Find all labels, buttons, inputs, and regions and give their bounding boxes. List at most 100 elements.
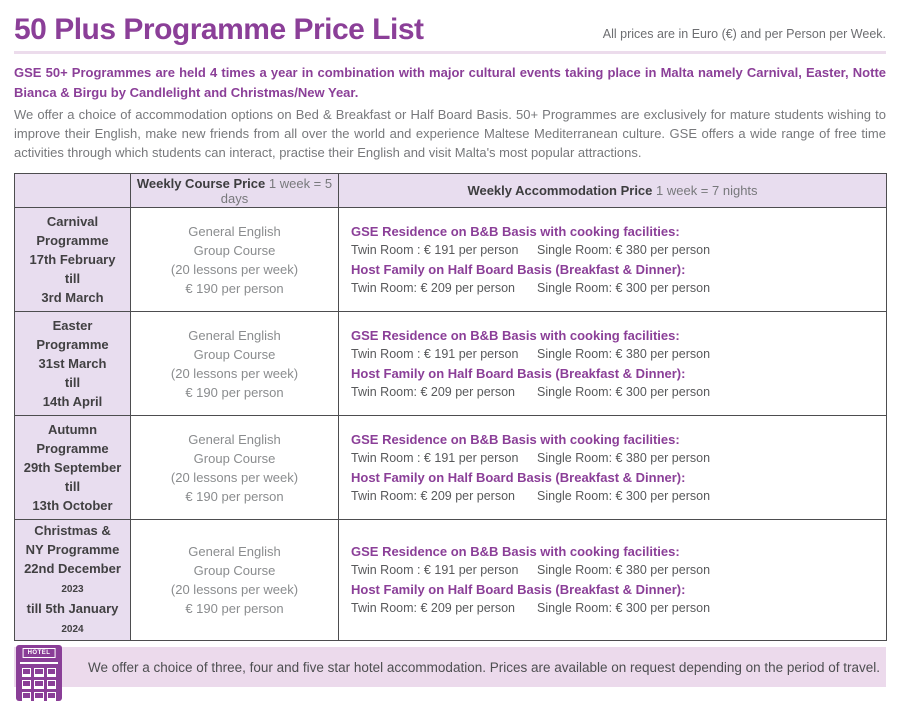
host-family-prices: Twin Room: € 209 per person Single Room: … xyxy=(351,599,885,618)
hotel-window xyxy=(46,680,56,689)
intro-bold-paragraph: GSE 50+ Programmes are held 4 times a ye… xyxy=(14,65,886,100)
programme-line-text: till xyxy=(64,375,81,390)
residence-twin-price: Twin Room : € 191 per person xyxy=(351,450,519,465)
programme-line: 29th September xyxy=(16,458,129,477)
course-cell: General English Group Course (20 lessons p… xyxy=(130,415,339,520)
document-header: 50 Plus Programme Price List All prices … xyxy=(14,0,886,46)
course-line: Group Course xyxy=(193,450,276,466)
hotel-icon-awning xyxy=(20,662,58,664)
course-line: (20 lessons per week) xyxy=(170,582,299,597)
programme-year: 2024 xyxy=(61,624,84,635)
host-family-single-price: Single Room: € 300 per person xyxy=(537,280,711,295)
document-page: 50 Plus Programme Price List All prices … xyxy=(14,0,887,641)
residence-heading: GSE Residence on B&B Basis with cooking … xyxy=(351,544,680,559)
residence-twin-price: Twin Room : € 191 per person xyxy=(351,346,519,361)
programme-line: Easter xyxy=(16,316,129,335)
table-row: Christmas & NY Programme 22nd December 202… xyxy=(14,519,887,641)
host-family-heading: Host Family on Half Board Basis (Breakfa… xyxy=(351,582,686,597)
table-corner-cell xyxy=(14,173,131,208)
programme-line-text: 22nd December xyxy=(24,561,121,576)
course-price-header: Weekly Course Price 1 week = 5 days xyxy=(130,173,339,208)
table-row: Easter Programme 31st March till 14th April G… xyxy=(14,311,887,416)
host-family-heading: Host Family on Half Board Basis (Breakfa… xyxy=(351,365,686,381)
page-title: 50 Plus Programme Price List xyxy=(14,13,424,46)
course-line: General English xyxy=(188,431,281,447)
programme-line-text: Autumn xyxy=(47,422,98,437)
course-cell: General English Group Course (20 lessons p… xyxy=(130,311,339,416)
programme-line-text: 13th October xyxy=(32,498,113,513)
accommodation-cell: GSE Residence on B&B Basis with cooking … xyxy=(338,311,887,416)
course-line: Group Course xyxy=(193,242,276,258)
hotel-footer-bar: HOTEL We offer a choice of three, four a… xyxy=(14,645,886,701)
accommodation-price-header-bold: Weekly Accommodation Price xyxy=(467,183,653,198)
programme-line: Programme xyxy=(16,231,129,250)
programme-line-text: Carnival xyxy=(46,214,99,229)
accommodation-price-header: Weekly Accommodation Price 1 week = 7 ni… xyxy=(338,173,887,208)
residence-single-price: Single Room: € 380 per person xyxy=(537,563,711,577)
programme-line-text: 29th September xyxy=(23,460,122,475)
programme-line: till 5th January 2024 xyxy=(16,599,129,639)
programme-line: NY Programme xyxy=(16,540,129,559)
host-family-twin-price: Twin Room: € 209 per person xyxy=(351,601,515,615)
programme-line-text: 31st March xyxy=(38,356,107,371)
residence-heading: GSE Residence on B&B Basis with cooking … xyxy=(351,327,680,343)
residence-heading: GSE Residence on B&B Basis with cooking … xyxy=(351,431,680,447)
course-price-header-bold: Weekly Course Price xyxy=(136,175,266,191)
table-row: Autumn Programme 29th September till 13th Oc… xyxy=(14,415,887,520)
host-family-heading: Host Family on Half Board Basis (Breakfa… xyxy=(351,261,686,277)
programme-line: Christmas & xyxy=(16,521,129,540)
programme-line: Carnival xyxy=(16,212,129,231)
host-family-prices: Twin Room: € 209 per person Single Room: … xyxy=(351,383,885,402)
residence-single-price: Single Room: € 380 per person xyxy=(537,450,711,465)
hotel-icon-sign: HOTEL xyxy=(22,648,56,658)
course-line: € 190 per person xyxy=(185,384,284,400)
course-line: General English xyxy=(188,327,281,343)
programme-cell: Easter Programme 31st March till 14th April xyxy=(14,311,131,416)
programme-line: till xyxy=(16,269,129,288)
residence-prices: Twin Room : € 191 per person Single Room:… xyxy=(351,241,885,260)
programme-line-text: 3rd March xyxy=(41,290,104,305)
course-price-header-sub: 1 week = 5 days xyxy=(220,175,333,206)
programme-line: 13th October xyxy=(16,496,129,515)
course-line: € 190 per person xyxy=(185,601,284,616)
programme-line-text: NY Programme xyxy=(25,542,120,557)
programme-line-text: Christmas & xyxy=(34,523,111,538)
hotel-icon-windows xyxy=(22,668,56,701)
programme-cell: Carnival Programme 17th February till 3rd Ma… xyxy=(14,207,131,312)
table-header-row: Weekly Course Price 1 week = 5 days Week… xyxy=(14,173,887,208)
host-family-single-price: Single Room: € 300 per person xyxy=(537,488,711,503)
programme-line: 22nd December 2023 xyxy=(16,559,129,599)
price-table: Weekly Course Price 1 week = 5 days Week… xyxy=(14,173,887,641)
residence-single-price: Single Room: € 380 per person xyxy=(537,242,711,257)
programme-line-text: till xyxy=(64,271,81,286)
price-note: All prices are in Euro (€) and per Perso… xyxy=(602,27,886,41)
footer-text: We offer a choice of three, four and fiv… xyxy=(88,659,880,675)
hotel-window xyxy=(34,692,44,701)
accommodation-cell: GSE Residence on B&B Basis with cooking … xyxy=(338,207,887,312)
hotel-window xyxy=(22,680,32,689)
accommodation-cell: GSE Residence on B&B Basis with cooking … xyxy=(338,415,887,520)
programme-line-text: 17th February xyxy=(29,252,116,267)
programme-line: 14th April xyxy=(16,392,129,411)
host-family-twin-price: Twin Room: € 209 per person xyxy=(351,384,515,399)
programme-line-text: 14th April xyxy=(42,394,103,409)
residence-prices: Twin Room : € 191 per person Single Room:… xyxy=(351,561,885,580)
course-line: (20 lessons per week) xyxy=(170,469,299,485)
title-divider xyxy=(14,51,886,54)
host-family-single-price: Single Room: € 300 per person xyxy=(537,384,711,399)
host-family-single-price: Single Room: € 300 per person xyxy=(537,601,711,615)
hotel-window xyxy=(46,692,56,701)
residence-prices: Twin Room : € 191 per person Single Room:… xyxy=(351,345,885,364)
programme-line: Autumn xyxy=(16,420,129,439)
programme-line-text: till xyxy=(64,479,81,494)
programme-cell: Autumn Programme 29th September till 13th Oc… xyxy=(14,415,131,520)
hotel-window xyxy=(22,668,32,677)
programme-line: till xyxy=(16,373,129,392)
course-line: General English xyxy=(188,223,281,239)
course-line: (20 lessons per week) xyxy=(170,365,299,381)
course-cell: General English Group Course (20 lessons p… xyxy=(130,207,339,312)
programme-line-text: Programme xyxy=(36,441,109,456)
programme-line: 17th February xyxy=(16,250,129,269)
programme-line: 31st March xyxy=(16,354,129,373)
host-family-twin-price: Twin Room: € 209 per person xyxy=(351,280,515,295)
